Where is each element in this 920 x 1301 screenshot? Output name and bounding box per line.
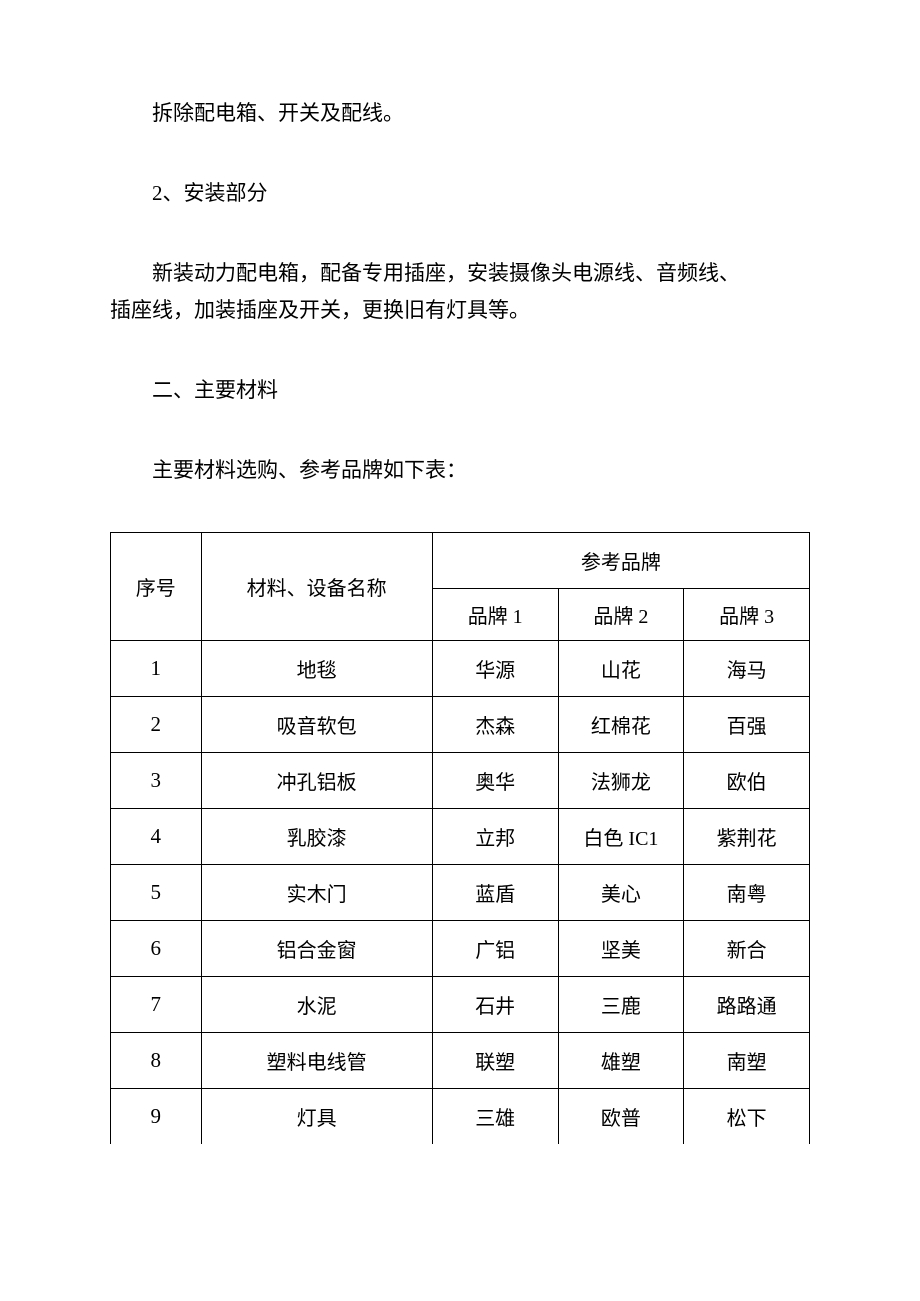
cell-brand1: 联塑 (432, 1032, 558, 1088)
seq-number: 8 (151, 1048, 162, 1072)
table-row: 2 吸音软包 杰森 红棉花 百强 (111, 696, 810, 752)
table-body: 1 地毯 华源 山花 海马 2 吸音软包 杰森 红棉花 百强 3 冲孔铝板 奥华… (111, 640, 810, 1144)
cell-brand3: 百强 (684, 696, 810, 752)
table-row: 7 水泥 石井 三鹿 路路通 (111, 976, 810, 1032)
th-brand-group: 参考品牌 (432, 532, 809, 588)
cell-name: 铝合金窗 (201, 920, 432, 976)
seq-number: 4 (151, 824, 162, 848)
cell-brand1: 蓝盾 (432, 864, 558, 920)
seq-number: 7 (151, 992, 162, 1016)
th-name: 材料、设备名称 (201, 532, 432, 640)
cell-seq: 5 (111, 864, 202, 920)
paragraph-text: 拆除配电箱、开关及配线。 (110, 95, 810, 133)
cell-name: 塑料电线管 (201, 1032, 432, 1088)
table-row: 9 灯具 三雄 欧普 松下 (111, 1088, 810, 1144)
seq-number: 2 (151, 712, 162, 736)
cell-seq: 6 (111, 920, 202, 976)
seq-number: 5 (151, 880, 162, 904)
cell-brand2: 欧普 (558, 1088, 684, 1144)
materials-table: 序号 材料、设备名称 参考品牌 品牌 1 品牌 2 品牌 3 1 地毯 华源 山… (110, 532, 810, 1145)
cell-brand2: 美心 (558, 864, 684, 920)
th-seq: 序号 (111, 532, 202, 640)
cell-brand3: 松下 (684, 1088, 810, 1144)
seq-number: 6 (151, 936, 162, 960)
paragraph-table-intro: 主要材料选购、参考品牌如下表： (110, 452, 810, 490)
cell-brand1: 石井 (432, 976, 558, 1032)
cell-brand3: 紫荆花 (684, 808, 810, 864)
table-row: 4 乳胶漆 立邦 白色 IC1 紫荆花 (111, 808, 810, 864)
th-brand1: 品牌 1 (432, 588, 558, 640)
cell-brand1: 三雄 (432, 1088, 558, 1144)
seq-number: 1 (151, 656, 162, 680)
cell-name: 乳胶漆 (201, 808, 432, 864)
cell-brand2: 白色 IC1 (558, 808, 684, 864)
cell-brand3: 南粤 (684, 864, 810, 920)
cell-seq: 1 (111, 640, 202, 696)
cell-brand3: 新合 (684, 920, 810, 976)
cell-brand2: 三鹿 (558, 976, 684, 1032)
cell-brand1: 立邦 (432, 808, 558, 864)
cell-brand1: 华源 (432, 640, 558, 696)
heading-materials: 二、主要材料 (110, 372, 810, 410)
th-brand3: 品牌 3 (684, 588, 810, 640)
cell-seq: 4 (111, 808, 202, 864)
seq-number: 3 (151, 768, 162, 792)
cell-brand1: 杰森 (432, 696, 558, 752)
cell-brand2: 雄塑 (558, 1032, 684, 1088)
cell-brand3: 路路通 (684, 976, 810, 1032)
cell-name: 吸音软包 (201, 696, 432, 752)
cell-seq: 7 (111, 976, 202, 1032)
cell-brand1: 奥华 (432, 752, 558, 808)
table-row: 5 实木门 蓝盾 美心 南粤 (111, 864, 810, 920)
cell-name: 水泥 (201, 976, 432, 1032)
cell-name: 地毯 (201, 640, 432, 696)
table-row: 3 冲孔铝板 奥华 法狮龙 欧伯 (111, 752, 810, 808)
cell-brand1: 广铝 (432, 920, 558, 976)
seq-number: 9 (151, 1104, 162, 1128)
table-row: 1 地毯 华源 山花 海马 (111, 640, 810, 696)
th-brand2: 品牌 2 (558, 588, 684, 640)
table-header-row: 序号 材料、设备名称 参考品牌 (111, 532, 810, 588)
cell-seq: 3 (111, 752, 202, 808)
cell-brand2: 红棉花 (558, 696, 684, 752)
cell-brand2: 法狮龙 (558, 752, 684, 808)
table-row: 6 铝合金窗 广铝 坚美 新合 (111, 920, 810, 976)
cell-seq: 2 (111, 696, 202, 752)
heading-install: 2、安装部分 (110, 175, 810, 213)
paragraph-install-desc: 新装动力配电箱，配备专用插座，安装摄像头电源线、音频线、 插座线，加装插座及开关… (110, 255, 810, 331)
cell-brand3: 海马 (684, 640, 810, 696)
cell-name: 灯具 (201, 1088, 432, 1144)
cell-brand3: 欧伯 (684, 752, 810, 808)
cell-brand2: 山花 (558, 640, 684, 696)
paragraph-line: 插座线，加装插座及开关，更换旧有灯具等。 (110, 292, 810, 330)
cell-brand2: 坚美 (558, 920, 684, 976)
cell-brand3: 南塑 (684, 1032, 810, 1088)
cell-seq: 9 (111, 1088, 202, 1144)
cell-seq: 8 (111, 1032, 202, 1088)
paragraph-line: 新装动力配电箱，配备专用插座，安装摄像头电源线、音频线、 (110, 255, 810, 293)
table-row: 8 塑料电线管 联塑 雄塑 南塑 (111, 1032, 810, 1088)
cell-name: 实木门 (201, 864, 432, 920)
cell-name: 冲孔铝板 (201, 752, 432, 808)
